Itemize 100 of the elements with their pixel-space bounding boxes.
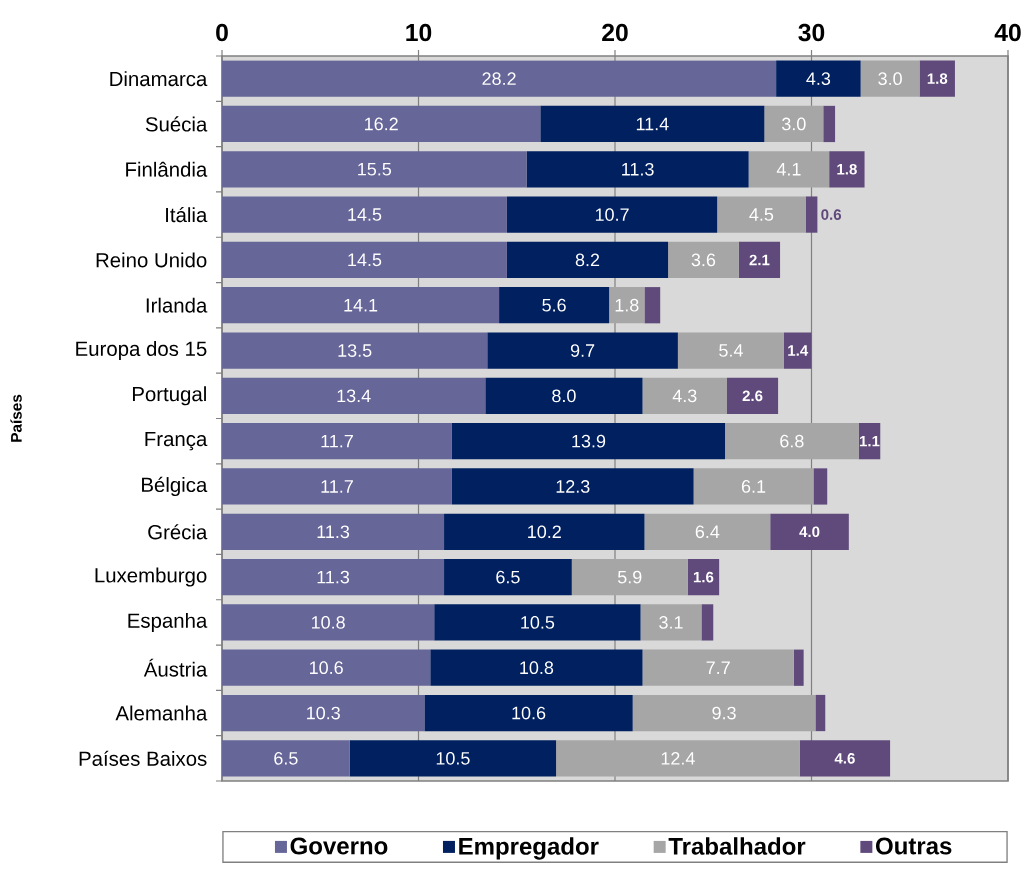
y-tick-label: Europa dos 15 bbox=[76, 341, 207, 361]
data-label: 1.8 bbox=[837, 163, 857, 175]
data-label: 13.5 bbox=[338, 344, 372, 357]
bar bbox=[526, 151, 749, 188]
y-tick-label: Finlândia bbox=[126, 161, 208, 177]
bar bbox=[727, 377, 779, 414]
bar bbox=[444, 513, 645, 550]
bar bbox=[642, 649, 794, 686]
bar bbox=[764, 105, 824, 143]
y-axis-title: Países bbox=[10, 394, 22, 442]
bar bbox=[506, 241, 669, 279]
y-tick-label: França bbox=[145, 431, 208, 451]
data-label: 14.5 bbox=[348, 208, 382, 221]
bar bbox=[770, 513, 849, 550]
data-label: 10.3 bbox=[307, 706, 340, 720]
data-label: 5.9 bbox=[617, 570, 642, 584]
data-label: 10.8 bbox=[311, 616, 345, 629]
data-label: 6.4 bbox=[695, 525, 720, 539]
data-label: 10.6 bbox=[310, 661, 343, 675]
data-label: 4.1 bbox=[776, 163, 801, 176]
bar bbox=[349, 740, 557, 777]
x-tick-label: 10 bbox=[406, 23, 432, 42]
y-tick-label: Alemanha bbox=[115, 705, 208, 721]
data-label: 8.2 bbox=[575, 253, 600, 267]
x-tick-label: 40 bbox=[994, 23, 1021, 42]
bar bbox=[499, 287, 610, 324]
legend-label: Governo bbox=[290, 837, 388, 855]
y-tick-label: Luxemburgo bbox=[95, 567, 207, 587]
x-tick-label: 30 bbox=[798, 23, 825, 42]
legend-label: Empregador bbox=[459, 837, 599, 860]
y-tick-label: Grécia bbox=[148, 524, 208, 540]
bar bbox=[571, 558, 688, 596]
bar bbox=[640, 604, 702, 641]
data-label: 13.4 bbox=[337, 389, 371, 403]
bar bbox=[644, 287, 661, 324]
bar bbox=[424, 694, 633, 732]
data-label: 1.1 bbox=[859, 435, 880, 447]
data-label: 6.5 bbox=[496, 570, 520, 584]
bar bbox=[644, 513, 771, 550]
bar bbox=[919, 60, 955, 97]
bar bbox=[668, 241, 739, 279]
bar bbox=[642, 377, 728, 414]
data-label: 11.3 bbox=[622, 162, 654, 176]
data-label: 2.1 bbox=[749, 254, 770, 266]
bar bbox=[701, 604, 714, 641]
data-label: 5.6 bbox=[542, 298, 566, 312]
data-label: 12.3 bbox=[556, 480, 590, 493]
data-label: 4.0 bbox=[799, 526, 820, 538]
bar bbox=[776, 60, 861, 97]
bar bbox=[222, 60, 777, 97]
bar bbox=[609, 287, 645, 324]
data-label: 12.4 bbox=[661, 752, 695, 765]
x-tick-label: 0 bbox=[216, 23, 228, 42]
data-label: 11.3 bbox=[317, 525, 350, 539]
bar bbox=[677, 332, 784, 369]
bar bbox=[222, 105, 541, 143]
bar bbox=[444, 558, 572, 596]
data-label: 10.8 bbox=[520, 661, 554, 675]
data-label: 3.0 bbox=[782, 117, 806, 131]
data-label: 11.4 bbox=[636, 117, 669, 131]
data-label: 7.7 bbox=[706, 661, 730, 674]
legend-label: Trabalhador bbox=[668, 837, 806, 855]
bar bbox=[829, 151, 865, 188]
data-label: 9.3 bbox=[712, 706, 736, 720]
y-tick-label: Reino Unido bbox=[96, 252, 207, 268]
bar bbox=[860, 60, 920, 97]
bar bbox=[222, 287, 500, 324]
bar bbox=[799, 740, 891, 777]
data-label: 15.5 bbox=[358, 162, 392, 176]
bar bbox=[540, 105, 765, 143]
data-label: 6.8 bbox=[780, 434, 804, 448]
bar bbox=[693, 468, 814, 505]
bar bbox=[222, 423, 452, 460]
data-label: 13.9 bbox=[572, 434, 606, 448]
bar bbox=[451, 468, 694, 505]
bar bbox=[222, 468, 452, 505]
data-label: 3.1 bbox=[659, 616, 683, 629]
bar bbox=[222, 377, 486, 414]
data-label: 10.5 bbox=[436, 751, 470, 765]
data-label: 1.4 bbox=[788, 345, 809, 356]
data-label: 1.8 bbox=[615, 298, 639, 312]
bar bbox=[222, 513, 445, 550]
y-tick-label: Irlanda bbox=[146, 297, 208, 313]
bar bbox=[222, 649, 431, 686]
y-tick-label: Itália bbox=[166, 206, 208, 223]
bar bbox=[823, 105, 836, 143]
data-label: 28.2 bbox=[482, 72, 516, 85]
bar bbox=[222, 604, 435, 641]
bar bbox=[748, 151, 830, 188]
data-label: 0.6 bbox=[821, 209, 842, 220]
bar bbox=[687, 558, 720, 596]
data-label: 4.6 bbox=[834, 753, 855, 764]
data-label: 10.7 bbox=[595, 208, 629, 221]
y-tick-label: Suécia bbox=[145, 116, 208, 132]
bar bbox=[725, 423, 859, 460]
bar bbox=[632, 694, 816, 732]
bar bbox=[451, 423, 726, 460]
bar bbox=[430, 649, 643, 686]
bar bbox=[556, 740, 800, 777]
bar bbox=[434, 604, 641, 641]
